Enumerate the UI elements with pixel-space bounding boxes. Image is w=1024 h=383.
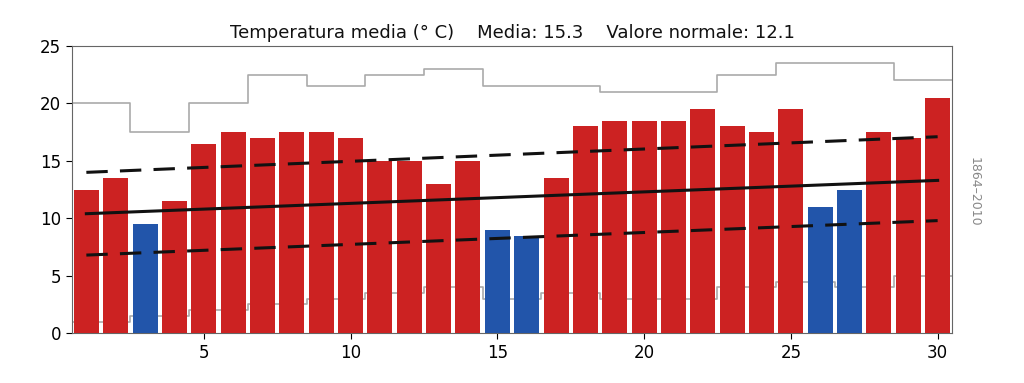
Bar [602, 121, 628, 333]
Bar [778, 109, 804, 333]
Bar [396, 161, 422, 333]
Bar [426, 184, 452, 333]
Bar [280, 132, 304, 333]
Bar [808, 207, 833, 333]
Bar [103, 178, 128, 333]
Bar [514, 236, 540, 333]
Bar [162, 201, 187, 333]
Bar [837, 190, 862, 333]
Bar [191, 144, 216, 333]
Bar [660, 121, 686, 333]
Bar [866, 132, 892, 333]
Bar [690, 109, 716, 333]
Bar [632, 121, 656, 333]
Bar [74, 190, 99, 333]
Bar [368, 161, 392, 333]
Bar [896, 138, 921, 333]
Bar [544, 178, 568, 333]
Bar [308, 132, 334, 333]
Bar [250, 138, 275, 333]
Bar [484, 230, 510, 333]
Bar [220, 132, 246, 333]
Bar [925, 98, 950, 333]
Bar [456, 161, 480, 333]
Title: Temperatura media (° C)    Media: 15.3    Valore normale: 12.1: Temperatura media (° C) Media: 15.3 Valo… [229, 24, 795, 42]
Bar [749, 132, 774, 333]
Bar [572, 126, 598, 333]
Bar [338, 138, 364, 333]
Bar [132, 224, 158, 333]
Text: 1864–2010: 1864–2010 [968, 157, 981, 226]
Bar [720, 126, 744, 333]
